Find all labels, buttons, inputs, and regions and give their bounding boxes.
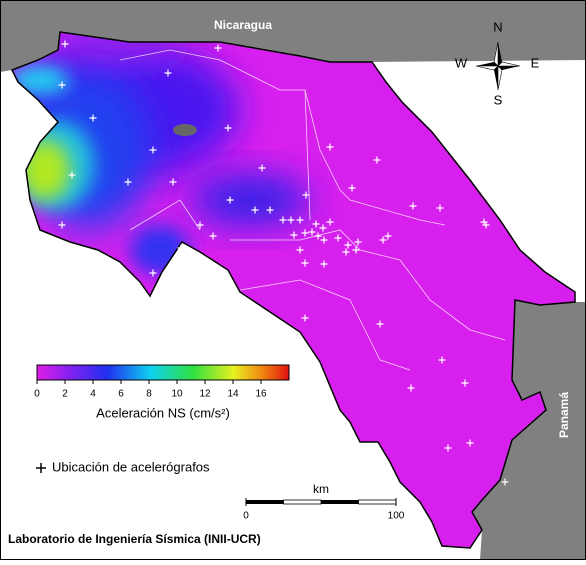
station-marker [89,114,97,122]
station-marker [296,216,304,224]
station-marker [466,439,474,447]
station-marker [224,124,232,132]
country-label: Nicaragua [214,18,272,32]
station-marker [348,184,356,192]
legend: Ubicación de acelerógrafos [36,459,210,474]
station-marker [444,444,452,452]
station-marker [314,232,322,240]
station-marker [164,69,172,77]
station-marker [279,216,287,224]
station-marker [326,218,334,226]
panama-land [472,300,586,560]
station-marker [251,206,259,214]
station-marker [312,220,320,228]
legend-label: Ubicación de acelerógrafos [52,459,210,474]
station-marker [379,236,387,244]
colorbar-label: Aceleración NS (cm/s²) [96,405,230,420]
station-marker [287,216,295,224]
station-marker [407,384,415,392]
station-markers [58,40,509,486]
station-marker [436,204,444,212]
station-marker [124,178,132,186]
nicaragua-land [0,0,586,72]
province-borders [119,49,506,371]
compass: N W E S [455,19,540,107]
station-marker [482,221,490,229]
station-marker [352,246,360,254]
station-marker [344,241,352,249]
colorbar-tick-label: 14 [227,389,239,400]
station-marker [320,260,328,268]
station-marker [296,246,304,254]
scale-unit: km [313,482,329,496]
station-marker [302,191,310,199]
compass-label: N [493,19,502,34]
colorbar-tick-label: 8 [146,389,152,400]
station-marker [438,356,446,364]
station-marker [149,146,157,154]
station-marker [290,231,298,239]
station-marker [347,433,355,441]
station-marker [58,81,66,89]
compass-label: W [455,55,468,70]
scale-bar: km [246,482,397,505]
colorbar-tick-label: 12 [199,389,211,400]
compass-label: S [494,92,503,107]
station-marker [308,228,316,236]
station-marker [354,238,362,246]
lake [173,124,197,136]
colorbar [36,364,290,381]
legend-marker [36,463,46,473]
station-marker [301,314,309,322]
station-marker [58,221,66,229]
station-marker [196,221,204,229]
station-marker [342,248,350,256]
station-marker [326,143,334,151]
station-marker [461,379,469,387]
station-marker [301,229,309,237]
station-marker [384,232,392,240]
colorbar-tick-label: 10 [171,389,183,400]
station-marker [373,156,381,164]
station-marker [226,196,234,204]
country-label: Panamá [557,392,571,438]
station-marker [334,234,342,242]
colorbar-tick-label: 2 [62,389,68,400]
colorbar-tick-label: 6 [118,389,124,400]
station-marker [376,320,384,328]
station-marker [319,224,327,232]
scale-tick-label: 0 [243,511,249,522]
station-marker [320,236,328,244]
station-marker [228,283,236,291]
station-marker [149,269,157,277]
station-marker [209,232,217,240]
colorbar-tick-label: 4 [90,389,96,400]
credit: Laboratorio de Ingeniería Sísmica (INII-… [8,532,261,546]
station-marker [409,202,417,210]
colorbar-tick-label: 16 [255,389,267,400]
compass-label: E [531,55,540,70]
station-marker [301,259,309,267]
station-marker [258,164,266,172]
station-marker [68,171,76,179]
station-marker [61,40,69,48]
station-marker [266,206,274,214]
station-marker [501,478,509,486]
station-marker [177,244,185,252]
colorbar-tick-label: 0 [34,389,40,400]
station-marker [214,44,222,52]
station-marker [169,178,177,186]
scale-tick-label: 100 [388,511,405,522]
